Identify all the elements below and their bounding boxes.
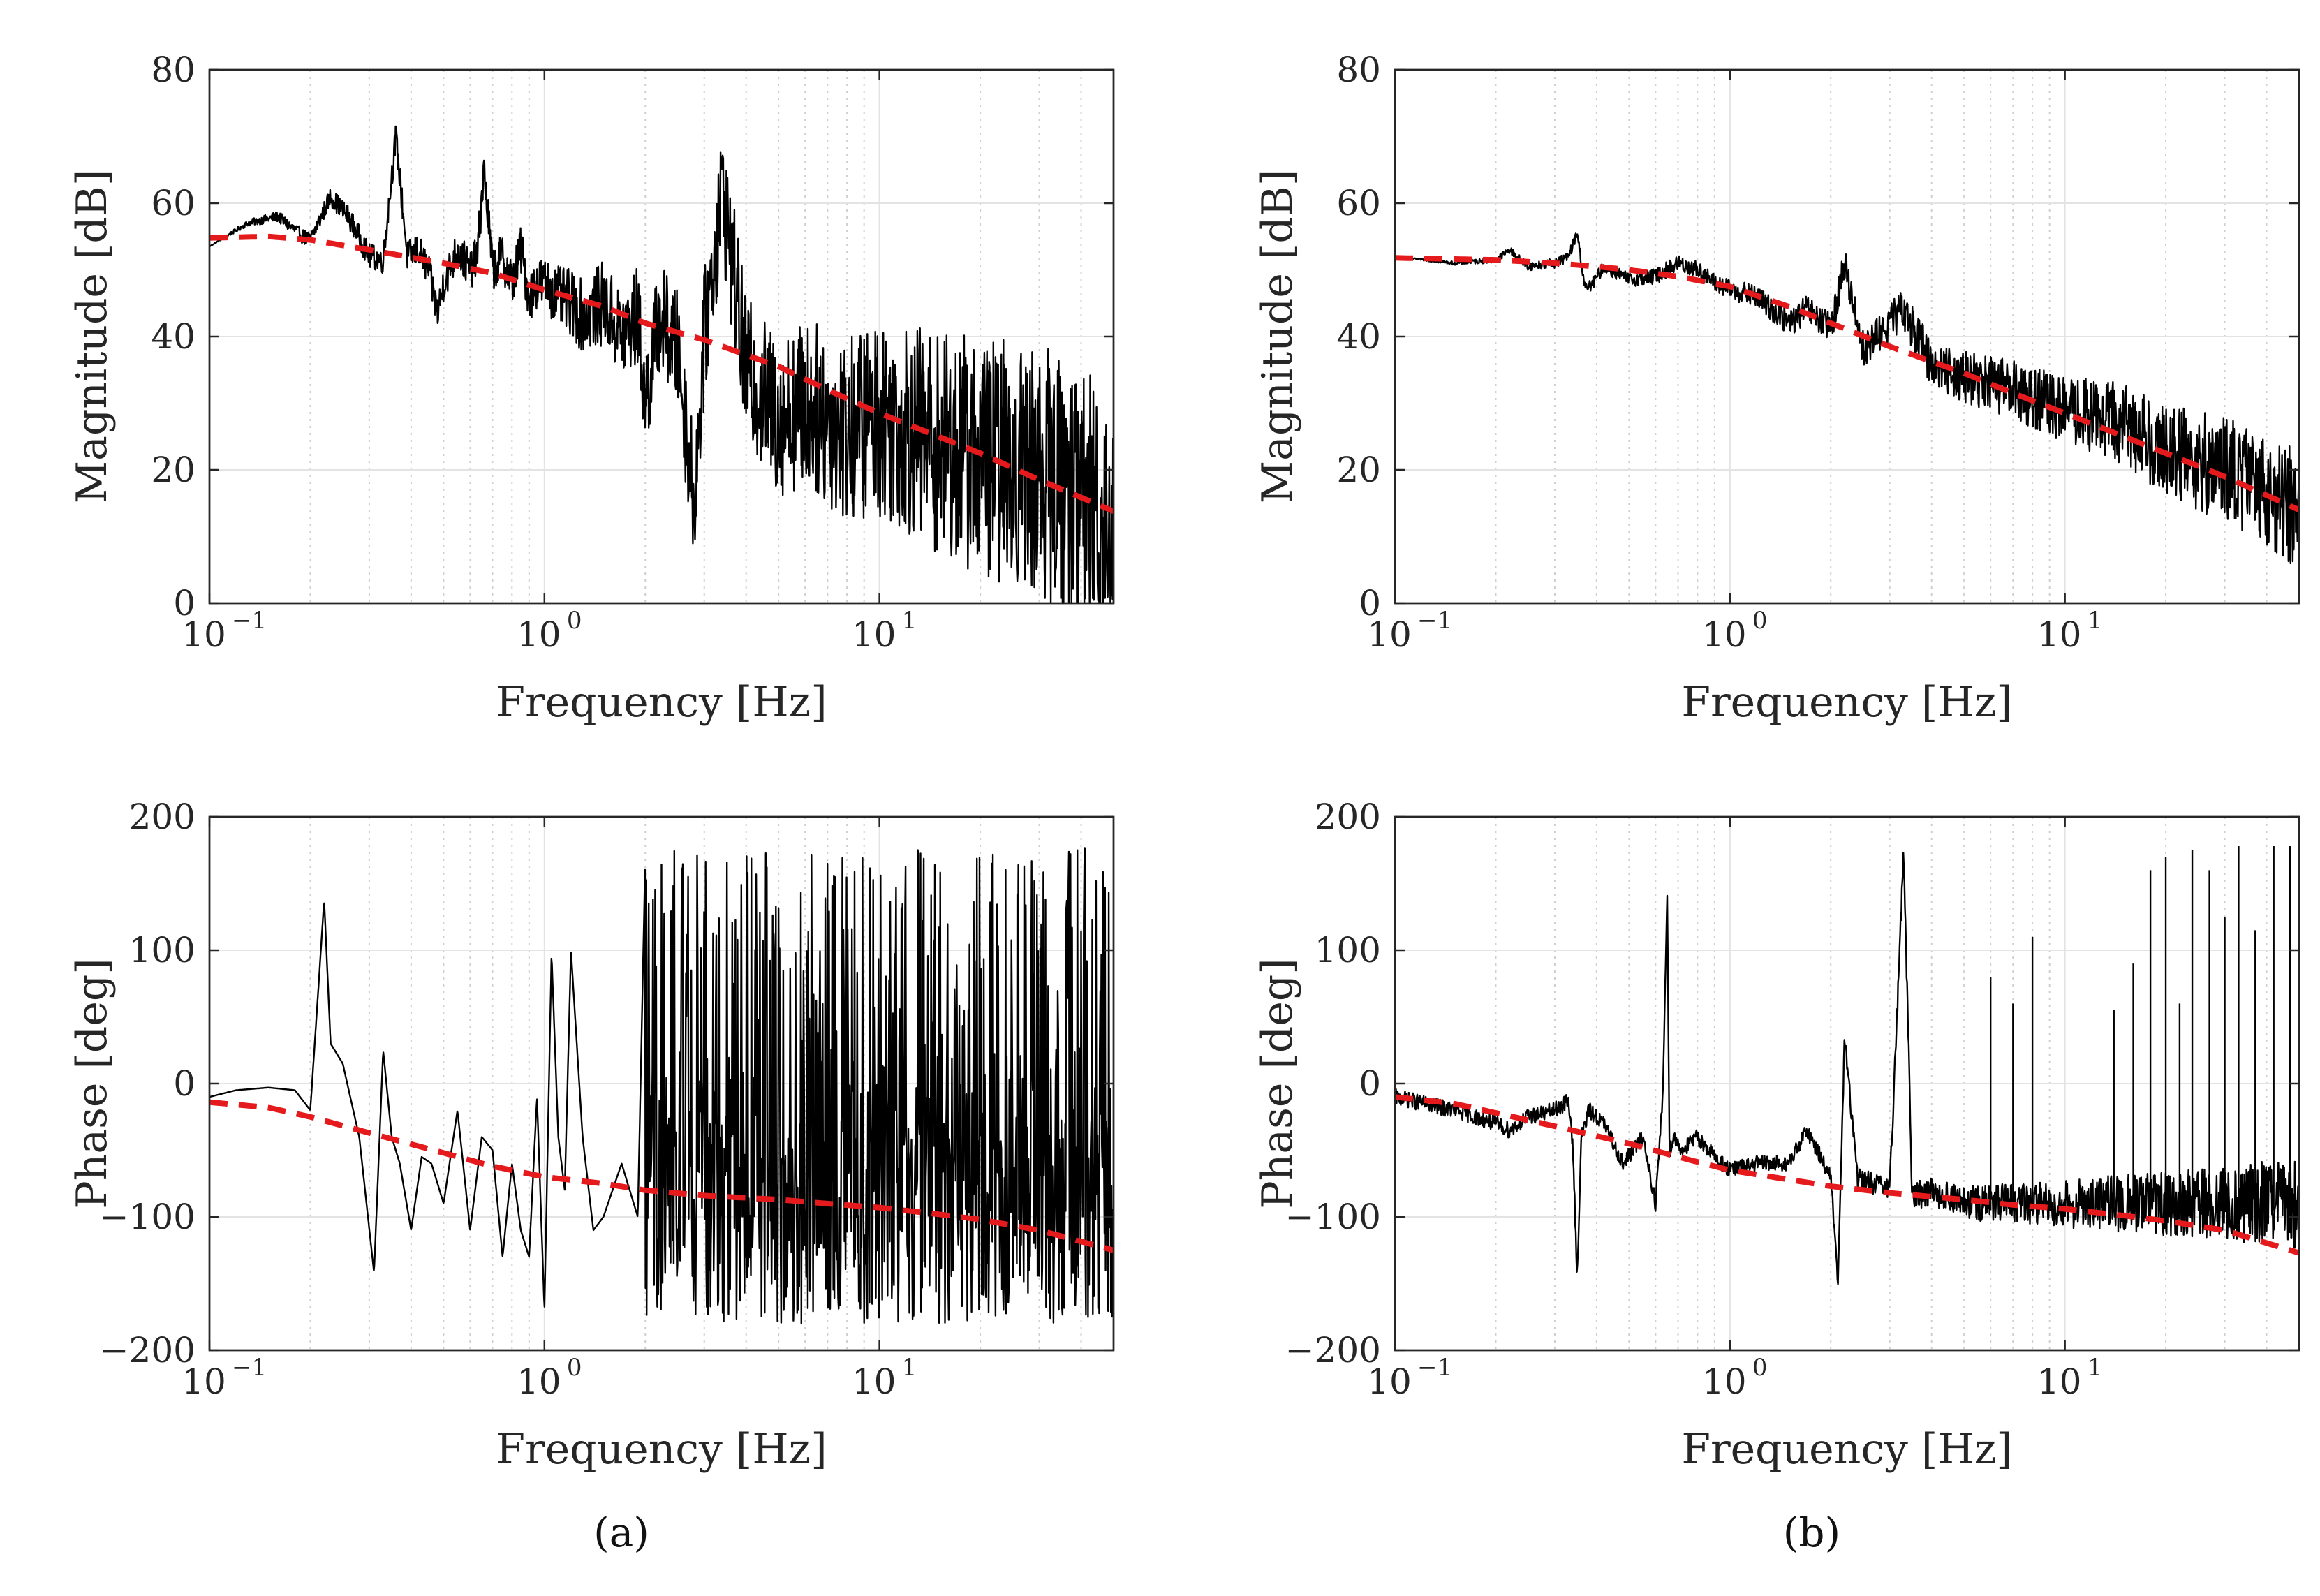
y-axis-label: Magnitude [dB] [68, 170, 117, 504]
x-tick-label: 10 [1367, 1361, 1412, 1402]
y-tick-label: 200 [129, 797, 195, 837]
y-tick-label: 20 [1336, 450, 1381, 490]
x-tick-exponent: 0 [1752, 607, 1768, 635]
measured-response-line [209, 125, 1115, 605]
model-fit-line [209, 1099, 1115, 1253]
x-tick-exponent: 1 [2088, 607, 2103, 635]
y-tick-label: 40 [1336, 316, 1381, 357]
y-tick-label: 40 [151, 316, 195, 357]
x-tick-exponent: 1 [902, 1354, 917, 1382]
y-tick-label: −100 [1285, 1197, 1381, 1237]
x-axis-label: Frequency [Hz] [1681, 678, 2012, 727]
y-axis-label: Phase [deg] [1253, 958, 1302, 1209]
y-tick-label: −200 [1285, 1330, 1381, 1370]
y-tick-label: 0 [173, 1063, 195, 1104]
y-tick-label: 60 [151, 183, 195, 223]
caption-b: (b) [1783, 1509, 1840, 1556]
y-tick-label: 0 [1359, 583, 1381, 623]
x-tick-exponent: 1 [902, 607, 917, 635]
y-tick-label: 100 [1315, 930, 1381, 970]
caption-a: (a) [593, 1509, 649, 1556]
x-axis-label: Frequency [Hz] [496, 1425, 827, 1474]
model-fit-line [209, 233, 1115, 514]
y-axis-label: Magnitude [dB] [1253, 170, 1302, 504]
x-tick-label: 10 [2037, 614, 2082, 655]
x-tick-label: 10 [182, 1361, 226, 1402]
y-axis-label: Phase [deg] [68, 958, 117, 1209]
x-tick-label: 10 [852, 1361, 896, 1402]
x-tick-exponent: 0 [1752, 1354, 1768, 1382]
x-tick-exponent: 0 [567, 1354, 582, 1382]
model-fit-line [1394, 255, 2300, 512]
x-tick-exponent: −1 [232, 607, 267, 635]
y-tick-label: 100 [129, 930, 195, 970]
x-tick-exponent: −1 [1417, 1354, 1452, 1382]
y-tick-label: 20 [151, 450, 195, 490]
y-tick-label: 0 [173, 583, 195, 623]
x-tick-label: 10 [1367, 614, 1412, 655]
x-tick-exponent: −1 [1417, 607, 1452, 635]
x-tick-exponent: −1 [232, 1354, 267, 1382]
x-tick-exponent: 1 [2088, 1354, 2103, 1382]
y-tick-label: −200 [100, 1330, 195, 1370]
measured-response-line [209, 847, 1115, 1324]
x-tick-label: 10 [517, 614, 561, 655]
x-tick-label: 10 [1702, 614, 1747, 655]
x-axis-label: Frequency [Hz] [1681, 1425, 2012, 1474]
y-tick-label: 200 [1315, 797, 1381, 837]
y-tick-label: −100 [100, 1197, 195, 1237]
x-tick-label: 10 [517, 1361, 561, 1402]
y-tick-label: 80 [151, 50, 195, 90]
x-axis-label: Frequency [Hz] [496, 678, 827, 727]
measured-response-line [1394, 852, 2300, 1285]
x-tick-label: 10 [1702, 1361, 1747, 1402]
y-tick-label: 0 [1359, 1063, 1381, 1104]
model-fit-line [1394, 1094, 2300, 1256]
y-tick-label: 60 [1336, 183, 1381, 223]
x-tick-label: 10 [852, 614, 896, 655]
x-tick-label: 10 [182, 614, 226, 655]
y-tick-label: 80 [1336, 50, 1381, 90]
x-tick-exponent: 0 [567, 607, 582, 635]
x-tick-label: 10 [2037, 1361, 2082, 1402]
